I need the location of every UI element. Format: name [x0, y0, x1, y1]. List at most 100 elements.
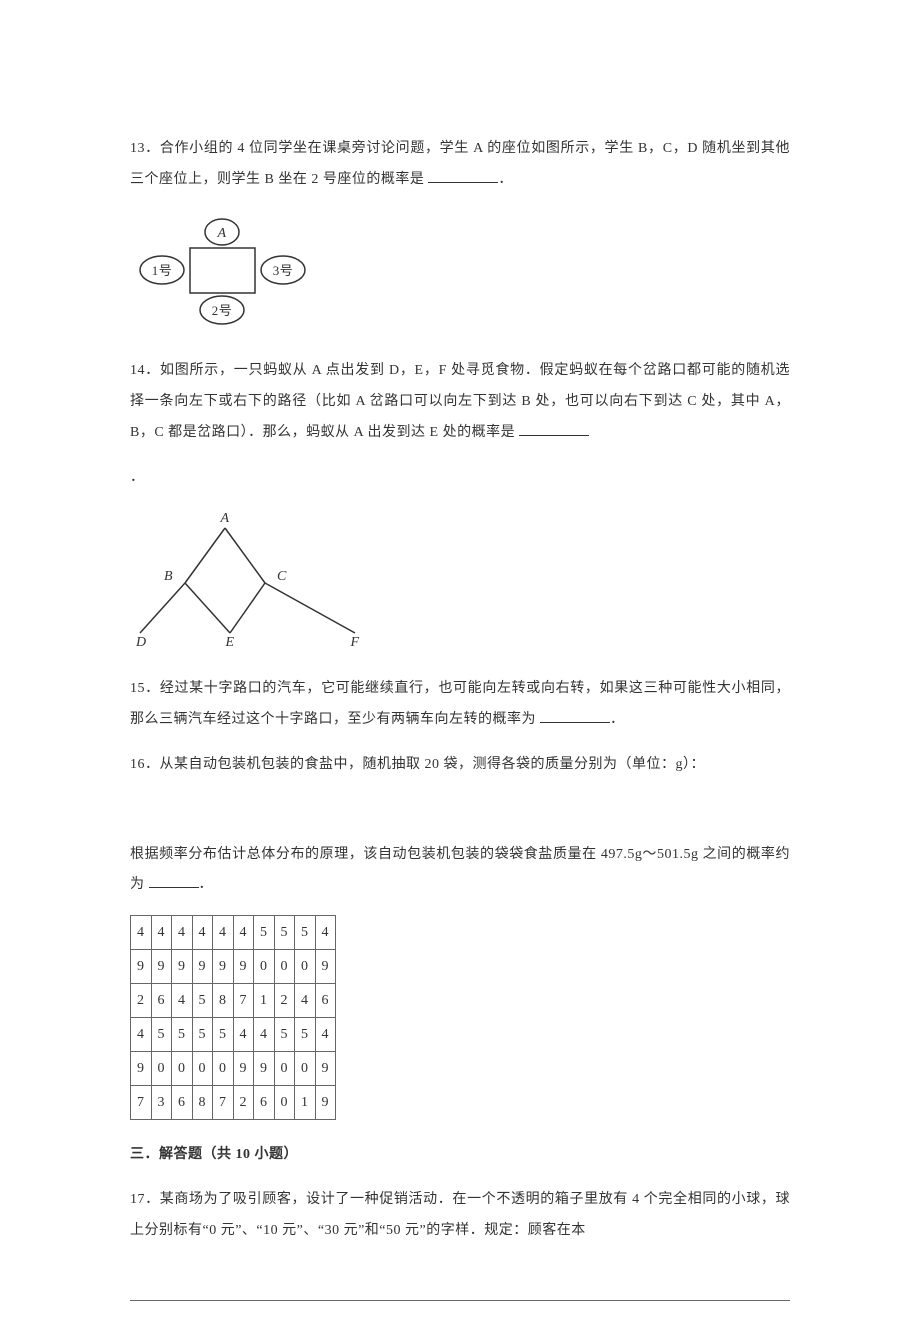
table-cell: 9: [233, 1052, 254, 1086]
node-f-label: F: [349, 635, 359, 648]
table-cell: 6: [254, 1086, 275, 1120]
q16-table: 4444445554999999000926458712464555544554…: [130, 915, 336, 1120]
q16-blank: [149, 874, 199, 888]
q14-text: 14．如图所示，一只蚂蚁从 A 点出发到 D，E，F 处寻觅食物．假定蚂蚁在每个…: [130, 356, 790, 448]
table-cell: 0: [172, 1052, 193, 1086]
table-cell: 2: [131, 984, 152, 1018]
node-d-label: D: [135, 635, 147, 648]
table-row: 9999990009: [131, 950, 336, 984]
table-cell: 8: [213, 984, 234, 1018]
edge-c-f: [265, 583, 355, 633]
table-cell: 6: [151, 984, 172, 1018]
table-cell: 5: [213, 1018, 234, 1052]
table-cell: 4: [295, 984, 316, 1018]
q16-period: ．: [199, 877, 214, 892]
table-cell: 1: [254, 984, 275, 1018]
seat-3-label: 3号: [273, 263, 294, 278]
seat-a-label: A: [216, 226, 226, 241]
table-cell: 9: [315, 1052, 336, 1086]
q14-period: ．: [130, 470, 145, 485]
section-3-heading: 三．解答题（共 10 小题）: [130, 1140, 790, 1171]
table-cell: 9: [315, 1086, 336, 1120]
table-cell: 9: [192, 950, 213, 984]
table-cell: 0: [151, 1052, 172, 1086]
table-cell: 4: [172, 984, 193, 1018]
table-cell: 4: [233, 1018, 254, 1052]
table-cell: 4: [192, 916, 213, 950]
edge-b-e: [185, 583, 230, 633]
q13-figure: A 1号 3号 2号: [130, 210, 790, 343]
q16-body-b: 根据频率分布估计总体分布的原理，该自动包装机包装的袋袋食盐质量在 497.5g～…: [130, 847, 790, 893]
table-cell: 9: [213, 950, 234, 984]
q13-text: 13．合作小组的 4 位同学坐在课桌旁讨论问题，学生 A 的座位如图所示，学生 …: [130, 134, 790, 196]
desk-rect: [190, 248, 255, 293]
node-a-label: A: [219, 511, 229, 526]
table-cell: 5: [274, 1018, 295, 1052]
q14-svg: A B C D E F: [130, 508, 390, 648]
table-row: 9000099009: [131, 1052, 336, 1086]
table-cell: 6: [315, 984, 336, 1018]
table-cell: 9: [131, 1052, 152, 1086]
table-cell: 0: [192, 1052, 213, 1086]
edge-c-e: [230, 583, 265, 633]
q15-text: 15．经过某十字路口的汽车，它可能继续直行，也可能向左转或向右转，如果这三种可能…: [130, 674, 790, 736]
table-cell: 5: [295, 1018, 316, 1052]
table-cell: 5: [295, 916, 316, 950]
table-cell: 9: [254, 1052, 275, 1086]
node-b-label: B: [164, 569, 173, 584]
table-cell: 9: [131, 950, 152, 984]
table-cell: 8: [192, 1086, 213, 1120]
table-cell: 4: [213, 916, 234, 950]
table-row: 4555544554: [131, 1018, 336, 1052]
table-cell: 5: [274, 916, 295, 950]
table-cell: 2: [233, 1086, 254, 1120]
table-cell: 0: [254, 950, 275, 984]
table-cell: 7: [213, 1086, 234, 1120]
q16-table-body: 4444445554999999000926458712464555544554…: [131, 916, 336, 1120]
q14-blank: [519, 422, 589, 436]
table-cell: 0: [274, 1052, 295, 1086]
table-cell: 4: [151, 916, 172, 950]
table-cell: 7: [131, 1086, 152, 1120]
table-row: 2645871246: [131, 984, 336, 1018]
table-cell: 9: [315, 950, 336, 984]
table-cell: 3: [151, 1086, 172, 1120]
table-cell: 4: [172, 916, 193, 950]
q15-blank: [540, 709, 610, 723]
q15-period: ．: [610, 712, 625, 727]
q14-period-line: ．: [130, 463, 790, 494]
page: 13．合作小组的 4 位同学坐在课桌旁讨论问题，学生 A 的座位如图所示，学生 …: [0, 0, 920, 1341]
table-cell: 9: [172, 950, 193, 984]
table-cell: 4: [131, 1018, 152, 1052]
q13-blank: [428, 169, 498, 183]
table-row: 7368726019: [131, 1086, 336, 1120]
table-cell: 5: [192, 1018, 213, 1052]
q13-svg: A 1号 3号 2号: [130, 210, 320, 330]
table-row: 4444445554: [131, 916, 336, 950]
table-cell: 4: [315, 916, 336, 950]
table-cell: 5: [172, 1018, 193, 1052]
q15-body: 15．经过某十字路口的汽车，它可能继续直行，也可能向左转或向右转，如果这三种可能…: [130, 681, 790, 727]
table-cell: 2: [274, 984, 295, 1018]
node-c-label: C: [277, 569, 287, 584]
table-cell: 5: [151, 1018, 172, 1052]
table-cell: 7: [233, 984, 254, 1018]
table-cell: 5: [254, 916, 275, 950]
table-cell: 6: [172, 1086, 193, 1120]
table-cell: 0: [274, 1086, 295, 1120]
node-e-label: E: [224, 635, 234, 648]
q14-figure: A B C D E F: [130, 508, 790, 661]
table-cell: 5: [192, 984, 213, 1018]
edge-a-b: [185, 528, 225, 583]
table-cell: 4: [131, 916, 152, 950]
table-cell: 4: [254, 1018, 275, 1052]
table-cell: 0: [213, 1052, 234, 1086]
table-cell: 9: [151, 950, 172, 984]
table-cell: 0: [295, 950, 316, 984]
table-cell: 9: [233, 950, 254, 984]
table-cell: 4: [315, 1018, 336, 1052]
seat-2-label: 2号: [212, 303, 233, 318]
edge-a-c: [225, 528, 265, 583]
table-cell: 1: [295, 1086, 316, 1120]
table-cell: 0: [274, 950, 295, 984]
